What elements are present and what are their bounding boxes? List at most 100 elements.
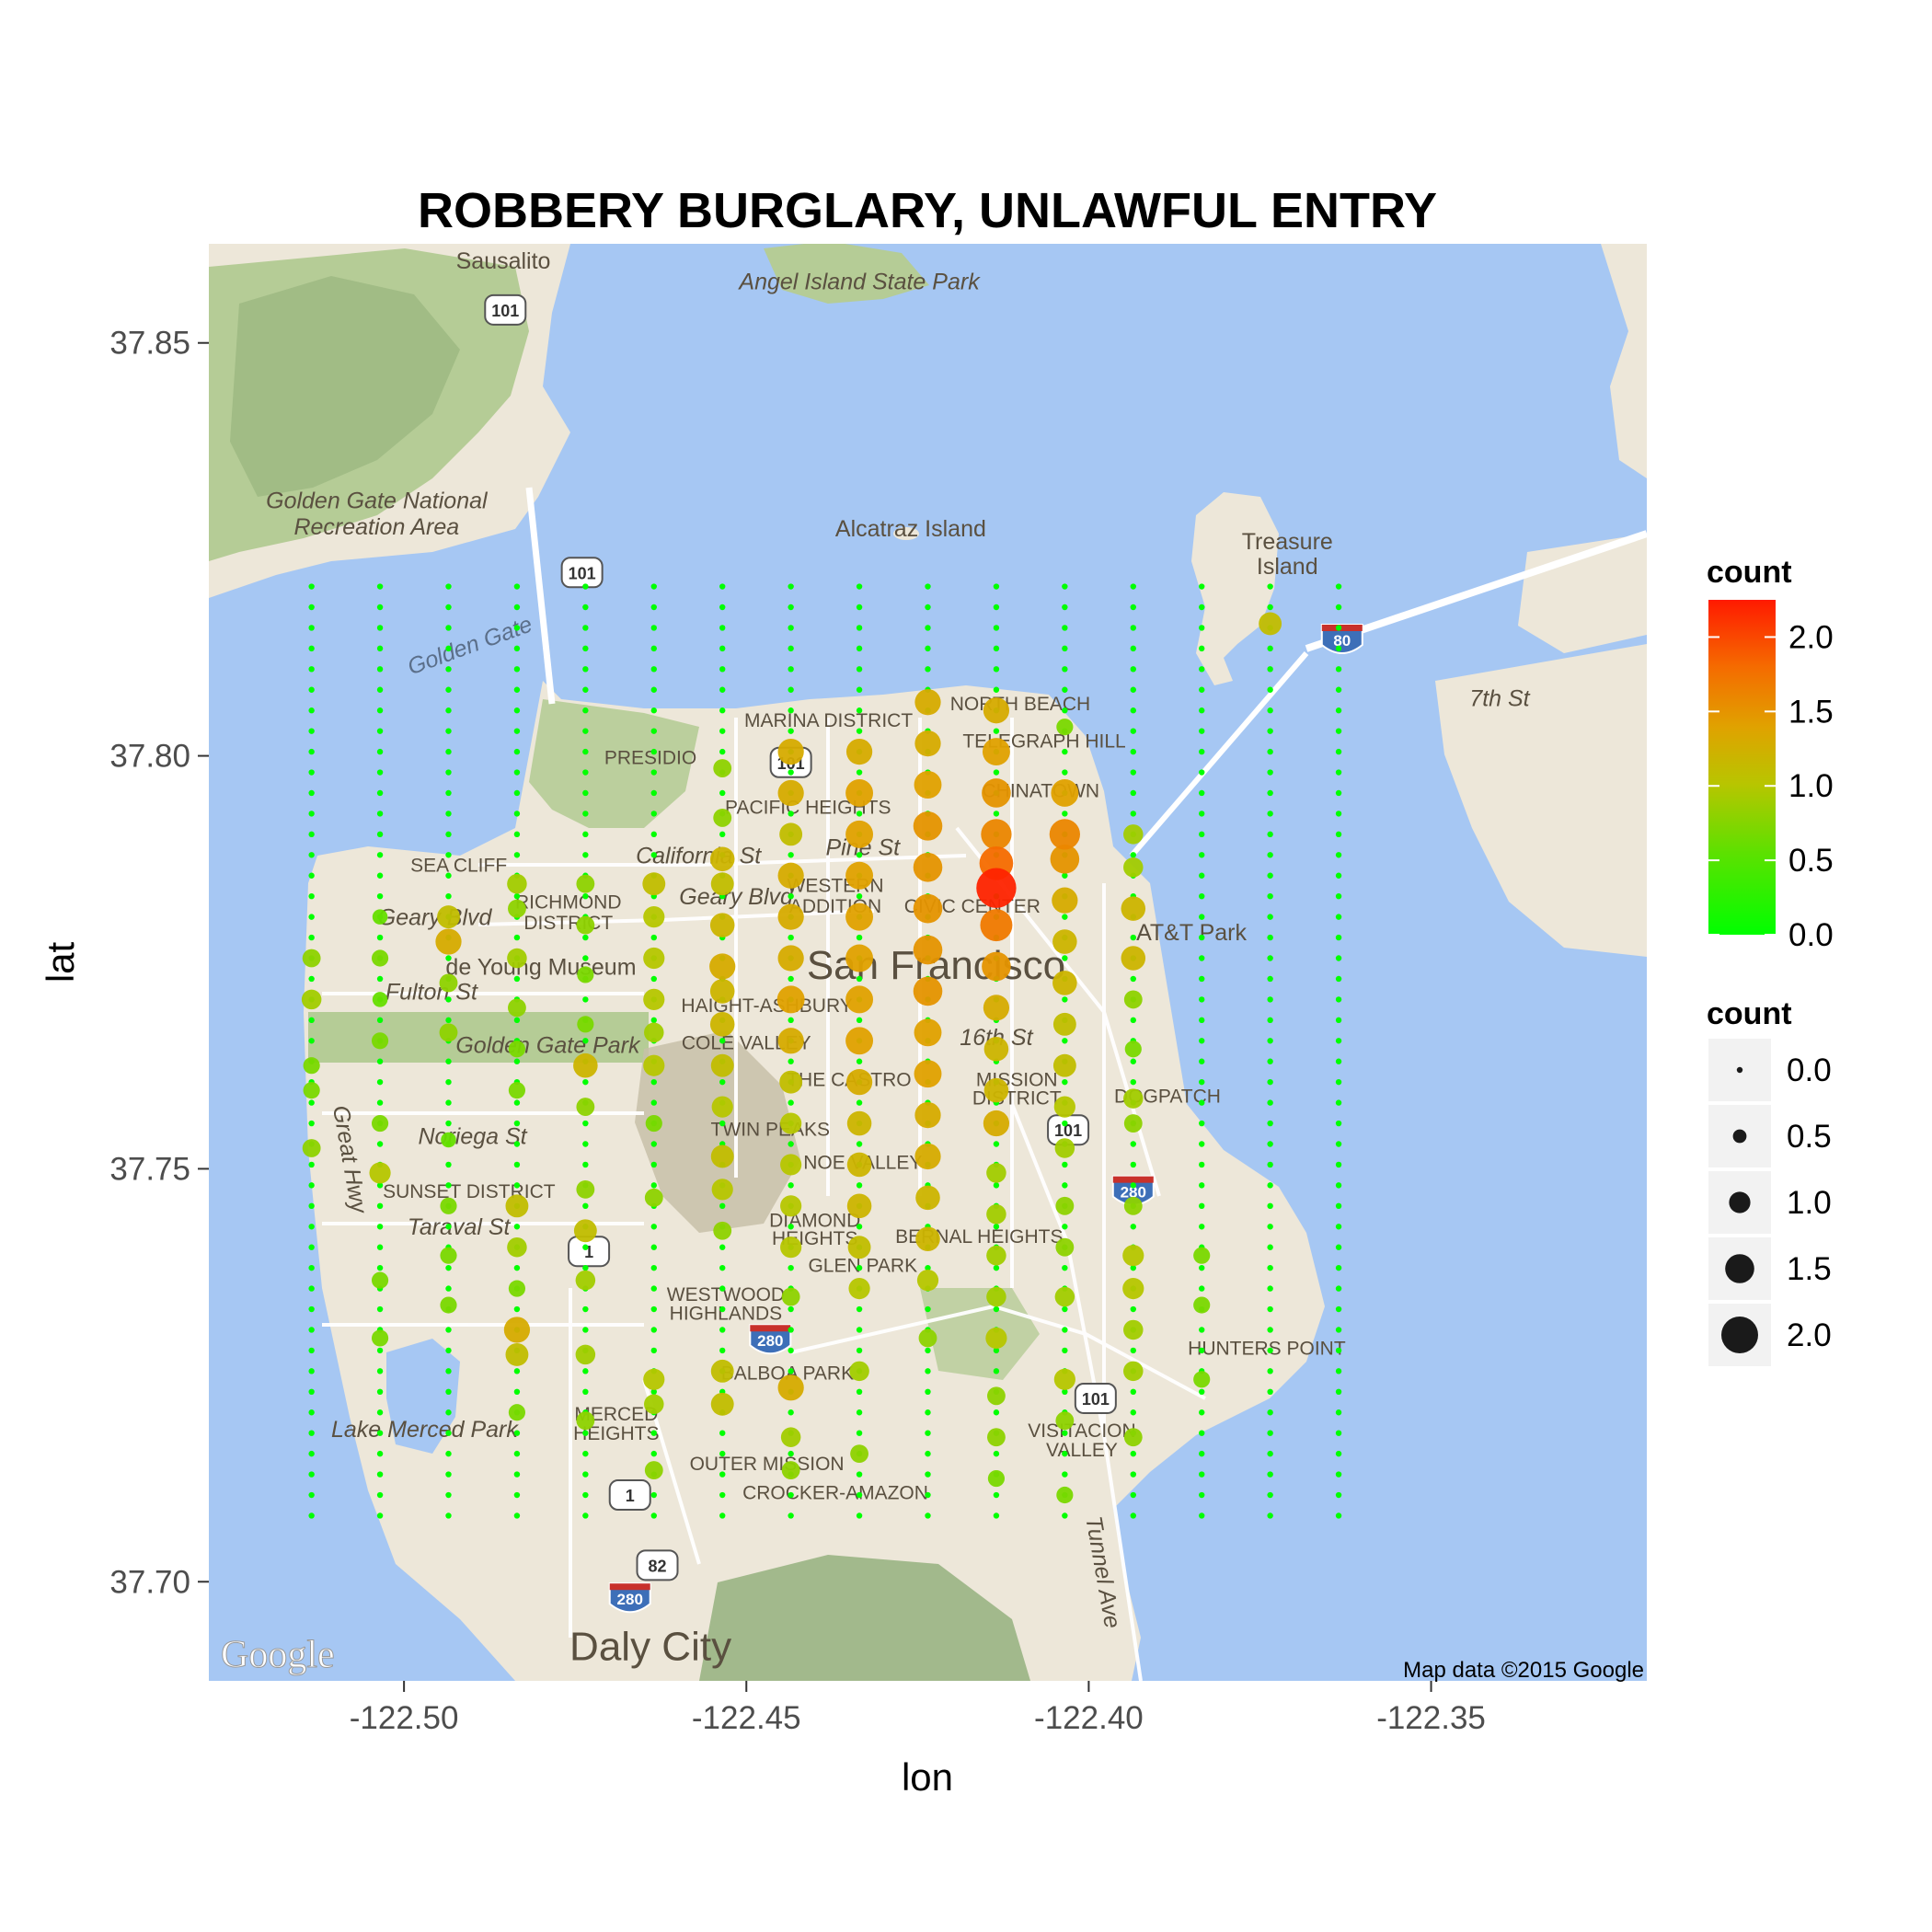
grid-dot [1335, 1078, 1342, 1086]
grid-dot [1130, 645, 1136, 652]
grid-dot [582, 1264, 589, 1271]
grid-dot [308, 686, 315, 693]
grid-dot [1335, 728, 1342, 734]
map-label-district: WESTWOOD [667, 1284, 785, 1305]
grid-dot [925, 1347, 931, 1354]
grid-dot [1062, 1471, 1068, 1478]
grid-dot [1267, 1347, 1273, 1354]
svg-text:101: 101 [1054, 1121, 1082, 1140]
grid-dot [993, 625, 1000, 631]
count-point [710, 1359, 734, 1383]
grid-dot [788, 686, 794, 693]
grid-dot [1130, 789, 1136, 797]
svg-text:101: 101 [569, 564, 596, 582]
grid-dot [445, 811, 452, 817]
count-point [573, 1052, 598, 1078]
count-point [914, 730, 941, 757]
grid-dot [445, 1264, 452, 1271]
count-point [441, 1132, 456, 1148]
treasure-island [1191, 492, 1279, 685]
grid-dot [1062, 1264, 1068, 1271]
grid-dot [856, 645, 863, 652]
grid-dot [308, 852, 315, 858]
svg-text:1: 1 [626, 1487, 635, 1505]
grid-dot [1130, 1141, 1136, 1147]
grid-dot [513, 1058, 521, 1064]
map-label-district: HEIGHTS [573, 1423, 659, 1444]
grid-dot [376, 1078, 384, 1086]
count-point [1052, 929, 1077, 954]
grid-dot [1335, 1450, 1342, 1457]
count-point [780, 1112, 802, 1134]
grid-dot [308, 728, 315, 734]
count-point [780, 1154, 802, 1176]
grid-dot [719, 1202, 726, 1210]
grid-dot [376, 975, 384, 983]
map-label-district: GLEN PARK [808, 1256, 917, 1277]
grid-dot [1130, 1347, 1136, 1354]
count-point [713, 759, 732, 777]
grid-dot [1199, 1078, 1205, 1086]
grid-dot [582, 1038, 589, 1044]
grid-dot [856, 625, 863, 631]
grid-dot [376, 1450, 384, 1457]
count-point [508, 1280, 526, 1297]
count-point [642, 872, 666, 896]
grid-dot [376, 1368, 384, 1374]
grid-dot [993, 1224, 1000, 1230]
grid-dot [1130, 1491, 1136, 1499]
grid-dot [1335, 1182, 1342, 1189]
count-point [779, 822, 803, 846]
grid-dot [719, 1285, 726, 1292]
grid-dot [1062, 1161, 1068, 1168]
grid-dot [1267, 1244, 1273, 1250]
grid-dot [513, 852, 521, 858]
count-points [301, 612, 1282, 1504]
grid-dot [513, 583, 521, 590]
grid-dot [719, 1038, 726, 1044]
grid-dot [856, 975, 863, 983]
grid-dot [788, 1368, 794, 1374]
count-point [981, 819, 1012, 850]
grid-dot [1335, 1409, 1342, 1416]
color-legend-label: 0.5 [1788, 843, 1834, 879]
map-label-district: SUNSET DISTRICT [383, 1181, 556, 1202]
grid-dot [650, 1388, 657, 1396]
grid-dot [582, 1141, 589, 1147]
count-point [777, 1028, 804, 1054]
count-point [303, 1082, 320, 1099]
count-point [1123, 1088, 1144, 1109]
grid-dot [513, 975, 521, 983]
grid-dot [925, 604, 931, 611]
grid-dot [1267, 1120, 1273, 1127]
count-point [1052, 1053, 1076, 1077]
grid-dot [1335, 852, 1342, 858]
grid-dot [650, 1327, 657, 1333]
count-point [372, 992, 388, 1007]
grid-dot [308, 975, 315, 983]
count-point [573, 1219, 597, 1243]
grid-dot [445, 728, 452, 734]
grid-dot [1062, 1450, 1068, 1457]
grid-dot [582, 1244, 589, 1250]
size-legend-label: 0.5 [1787, 1119, 1832, 1155]
grid-dot [719, 666, 726, 673]
grid-dot [445, 1368, 452, 1374]
grid-dot [925, 1409, 931, 1416]
grid-dot [719, 1450, 726, 1457]
grid-dot [376, 1264, 384, 1271]
grid-dot [1062, 1224, 1068, 1230]
grid-dot [376, 1430, 384, 1436]
grid-dot [1335, 1141, 1342, 1147]
grid-dot [1267, 1430, 1273, 1436]
grid-dot [719, 1078, 726, 1086]
grid-dot [1062, 666, 1068, 673]
route-280-shield: 280 [608, 1582, 651, 1614]
grid-dot [788, 1224, 794, 1230]
size-legend: count 0.0 0.5 1.0 1.5 2.0 [1707, 996, 1832, 1366]
grid-dot [445, 1388, 452, 1396]
grid-dot [925, 1430, 931, 1436]
grid-dot [1199, 1058, 1205, 1064]
grid-dot [513, 1099, 521, 1106]
grid-dot [376, 1141, 384, 1147]
